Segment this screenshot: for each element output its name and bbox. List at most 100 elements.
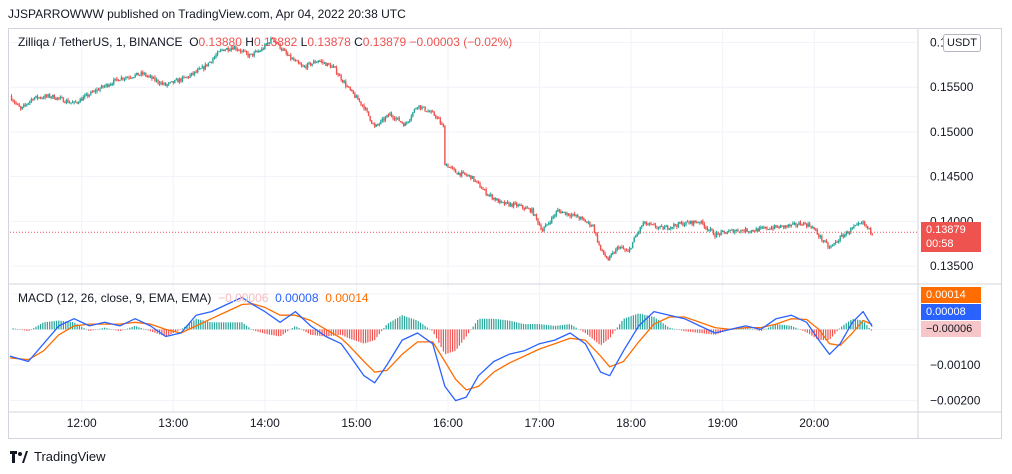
histogram-bar [28,329,30,331]
histogram-bar [825,329,827,341]
histogram-bar [49,321,51,330]
candle-body [319,60,321,62]
candle-body [749,231,751,233]
histogram-bar [509,320,511,330]
histogram-bar [291,328,293,330]
candle-body [404,123,406,126]
candle-body [447,164,449,168]
candle-body [175,79,178,81]
candle-body [360,101,362,105]
histogram-bar [740,328,742,330]
candle-body [726,232,728,234]
histogram-bar [124,329,126,330]
histogram-bar [174,329,177,332]
histogram-bar [255,329,257,332]
candle-body [224,49,226,52]
candle-body [236,49,239,51]
histogram-bar [76,324,78,330]
candle-body [168,82,170,85]
histogram-bar [236,322,238,330]
histogram-bar [442,329,444,352]
histogram-bar [335,329,337,336]
candle-body [345,81,347,87]
histogram-bar [410,318,412,330]
histogram-bar [694,329,696,333]
histogram-bar [364,329,367,344]
candle-body [445,164,448,166]
histogram-bar [94,329,97,330]
time-axis: 12:00 13:00 14:00 15:00 16:00 17:00 18:00 19:00… [67,416,830,430]
candle-body [285,50,287,54]
candle-body [106,84,109,87]
histogram-bar [470,329,472,330]
histogram-bar [463,329,465,340]
histogram-bar [557,325,559,330]
histogram-bar [417,321,419,330]
candle-body [24,104,26,106]
candle-body [233,46,236,50]
candle-body [291,58,294,60]
candle-body [454,169,457,173]
candle-body [808,223,811,227]
candle-body [673,224,675,228]
candle-body [369,115,371,121]
histogram-bar [136,326,138,330]
histogram-bar [131,326,133,330]
candle-body [706,227,709,230]
candle-body [352,90,355,94]
histogram-bar [797,328,799,330]
histogram-bar [772,325,774,330]
footer[interactable]: TradingView [10,449,106,464]
histogram-bar [623,318,625,330]
currency-button[interactable]: USDT [943,34,981,52]
histogram-bar [841,326,843,330]
candle-body [416,107,419,109]
histogram-bar [326,329,328,337]
candle-body [471,176,474,179]
candle-body [456,172,458,175]
candle-body [297,60,300,64]
macd-legend: MACD (12, 26, close, 9, EMA, EMA) −0.000… [18,291,369,305]
candle-body [129,77,132,79]
histogram-bar [280,329,282,337]
candle-body [584,219,587,223]
candle-body [427,111,429,113]
candle-body [300,64,303,66]
histogram-bar [227,322,229,330]
macd-histogram [12,313,873,355]
histogram-bar [323,329,325,337]
candle-body [729,230,731,232]
candle-body [728,230,730,233]
candle-body [674,224,677,226]
candle-body [758,227,760,232]
candle-body [757,228,759,232]
candle-body [546,224,548,226]
histogram-bar [435,329,438,339]
candle-body [538,223,541,226]
candle-body [273,38,275,42]
candle-body [221,49,223,51]
candle-body [279,43,281,49]
candle-body [557,209,559,212]
histogram-bar [685,329,687,332]
candle-body [525,207,527,210]
candle-body [378,123,381,125]
candle-body [630,248,632,250]
candle-body [677,222,680,227]
histogram-bar [465,329,467,337]
price-tick-label: 0.14500 [930,170,974,184]
candle-body [131,77,133,79]
histogram-bar [431,329,433,331]
candle-body [868,228,870,230]
candle-body [424,106,426,112]
histogram-bar [23,329,26,331]
candle-body [137,72,139,76]
candle-body [143,73,145,75]
candle-body [10,96,13,101]
histogram-bar [424,325,426,330]
macd-lines [9,296,873,402]
candle-body [111,84,113,86]
histogram-bar [584,329,586,333]
open-value: 0.13880 [198,35,242,49]
